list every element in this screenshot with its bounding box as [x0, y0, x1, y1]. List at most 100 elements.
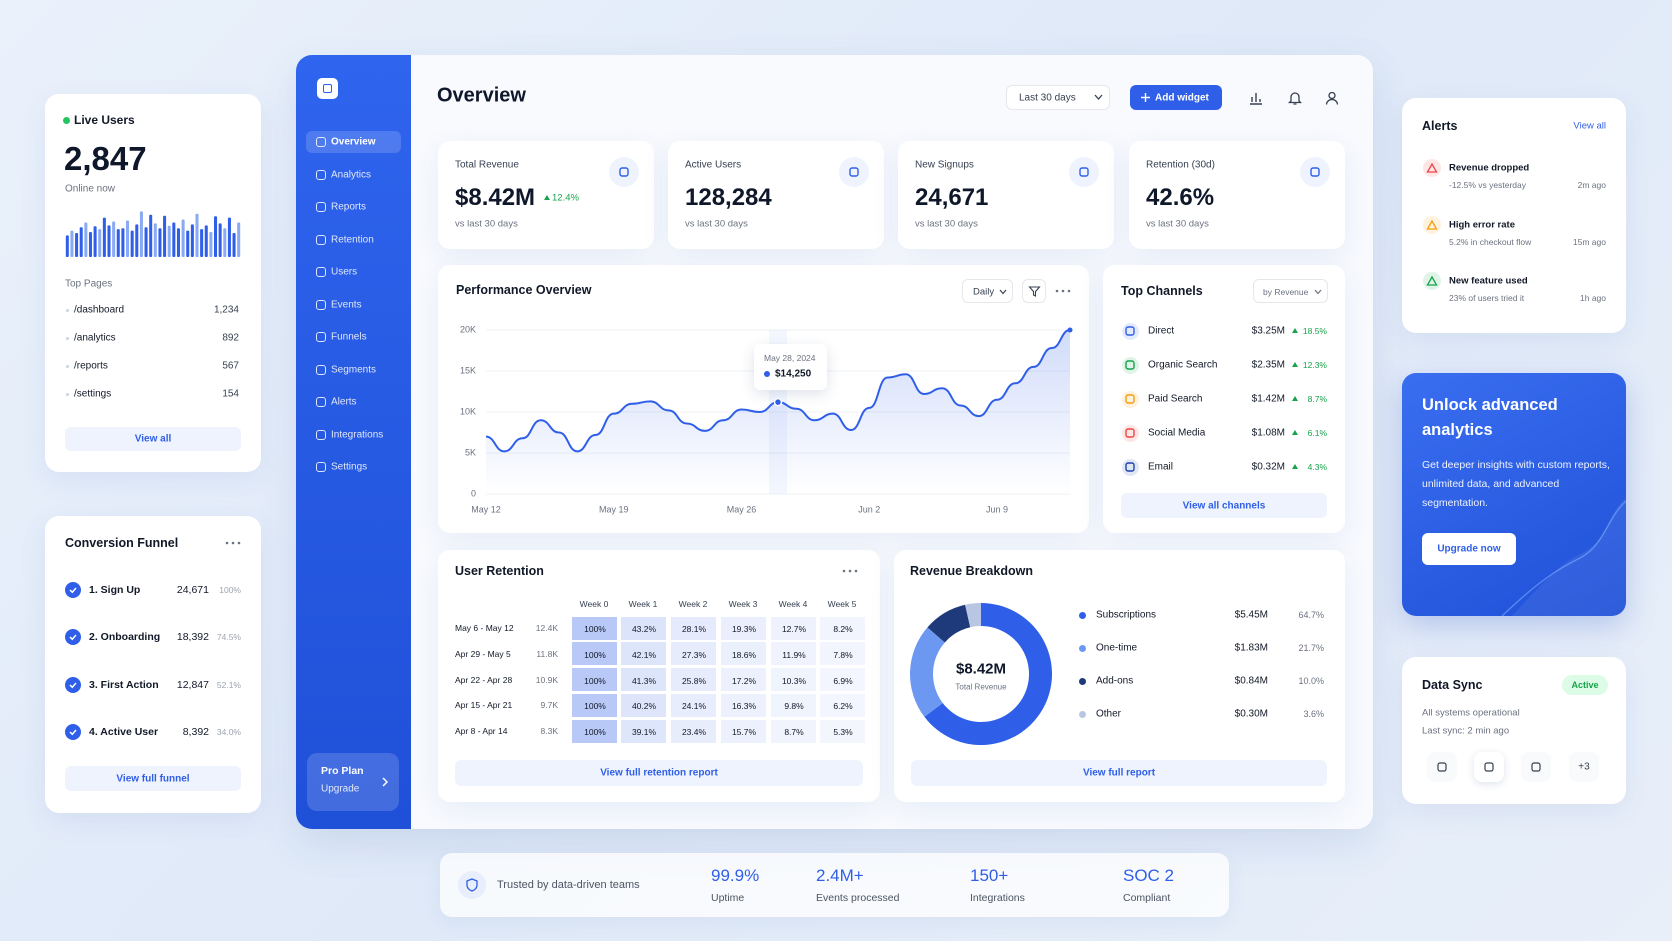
step-count: 24,671: [176, 584, 209, 596]
nav-item[interactable]: Retention: [306, 229, 401, 251]
integration-button[interactable]: [1474, 752, 1504, 782]
nav-item[interactable]: Integrations: [306, 424, 401, 446]
step-icon: [65, 676, 81, 693]
sort-text[interactable]: by Revenue: [1263, 287, 1309, 297]
bar: [181, 219, 185, 257]
card-title: Live Users: [74, 113, 135, 127]
retention-cell: 100%: [570, 718, 618, 744]
integration-button[interactable]: [1427, 752, 1457, 782]
period-text[interactable]: Daily: [973, 286, 995, 298]
step-pct: 34.0%: [216, 726, 241, 737]
more-count[interactable]: +3: [1578, 761, 1590, 773]
more-button[interactable]: [1055, 288, 1071, 294]
kpi-value: 128,284: [685, 184, 772, 211]
nav-icon: [316, 299, 326, 310]
nav-item[interactable]: Reports: [306, 196, 401, 218]
retention-cell: 11.9%: [769, 641, 817, 667]
chart-button[interactable]: [1249, 91, 1263, 105]
link-text[interactable]: View full retention report: [600, 767, 718, 779]
step-pct: 74.5%: [216, 632, 241, 643]
cell-value: 28.1%: [681, 624, 707, 634]
bar: [232, 233, 236, 257]
icon: [1121, 424, 1139, 442]
alert-detail: 23% of users tried it: [1449, 293, 1525, 303]
nav-label[interactable]: Retention: [331, 234, 374, 245]
nav-label[interactable]: Reports: [331, 201, 367, 213]
integration-icon: [1484, 762, 1494, 772]
logo[interactable]: [317, 78, 338, 99]
up-arrow: [1292, 464, 1298, 469]
add-widget-text[interactable]: Add widget: [1155, 92, 1209, 103]
stat-value: 150+: [970, 866, 1009, 885]
period-select[interactable]: Daily: [962, 279, 1013, 303]
nav-label[interactable]: Overview: [331, 136, 376, 148]
more-button[interactable]: [842, 568, 858, 574]
nav-item[interactable]: Segments: [306, 359, 401, 381]
nav-label[interactable]: Settings: [331, 461, 368, 473]
more-button[interactable]: [225, 540, 241, 546]
add-widget-button[interactable]: Add widget: [1130, 85, 1222, 110]
nav-item[interactable]: Overview: [306, 131, 401, 153]
sort-select[interactable]: by Revenue: [1253, 279, 1328, 303]
donut-label: Total Revenue: [955, 682, 1007, 692]
glyph: [1028, 286, 1041, 297]
notifications-button[interactable]: [1287, 91, 1303, 105]
link-text[interactable]: View full report: [1082, 767, 1156, 779]
filter-icon: [1028, 286, 1041, 297]
bar: [130, 230, 134, 257]
profile-button[interactable]: [1325, 91, 1339, 105]
circle: [65, 723, 81, 740]
nav-item[interactable]: Users: [306, 261, 401, 283]
nav-item[interactable]: Analytics: [306, 164, 401, 186]
link-button[interactable]: View full report: [911, 760, 1327, 786]
line-chart: 0 5K 10K 15K 20K May 12 May 19 May 26 Jun 2 Jun 9: [460, 324, 1073, 514]
stat-label: Uptime: [711, 892, 745, 904]
link-button[interactable]: View all: [65, 427, 241, 451]
dot: [1055, 289, 1059, 293]
nav-label[interactable]: Events: [331, 299, 362, 310]
nav-label[interactable]: Funnels: [331, 331, 367, 343]
icon: [1069, 157, 1099, 187]
view-all-link[interactable]: View all: [1573, 120, 1606, 132]
nav-item[interactable]: Funnels: [306, 326, 401, 348]
nav-item[interactable]: Alerts: [306, 391, 401, 413]
link-text[interactable]: View full funnel: [116, 773, 190, 784]
arrow: [1292, 396, 1298, 401]
upgrade-text[interactable]: Upgrade now: [1437, 543, 1501, 555]
glyph: [1437, 762, 1447, 772]
range-text[interactable]: Last 30 days: [1019, 92, 1076, 104]
nav-label[interactable]: Users: [331, 266, 358, 278]
kpi-note: vs last 30 days: [1146, 218, 1209, 230]
retention-cell: 28.1%: [669, 615, 717, 641]
plan-upgrade: Upgrade: [321, 783, 360, 795]
nav-label[interactable]: Integrations: [331, 429, 384, 440]
nav-label[interactable]: Segments: [331, 364, 377, 375]
status-badge: Active: [1562, 675, 1608, 695]
filter-button[interactable]: [1022, 279, 1046, 303]
page-views: 1,234: [213, 304, 239, 316]
upgrade-button[interactable]: Upgrade now: [1422, 533, 1516, 565]
glyph: [1310, 167, 1320, 177]
plan-box[interactable]: Pro Plan Upgrade: [307, 753, 399, 811]
nav-label[interactable]: Alerts: [331, 396, 357, 408]
link-button[interactable]: View full retention report: [455, 760, 863, 786]
range-select[interactable]: Last 30 days: [1006, 85, 1110, 110]
link-button[interactable]: View all channels: [1121, 493, 1327, 518]
nav-label[interactable]: Analytics: [331, 169, 372, 180]
arrow: [544, 195, 550, 200]
nav-item[interactable]: Settings: [306, 456, 401, 478]
channel-name: Direct: [1148, 325, 1175, 337]
dot: [1079, 677, 1086, 685]
link-text[interactable]: View all channels: [1182, 500, 1266, 511]
y-tick-label: 10K: [460, 406, 476, 416]
integration-button[interactable]: +3: [1569, 752, 1599, 782]
kpi-label: Active Users: [685, 159, 742, 171]
kpi-change: 12.4%: [552, 192, 579, 204]
nav-item[interactable]: Events: [306, 294, 401, 316]
live-count: 2,847: [64, 140, 147, 177]
kpi-card: Total Revenue $8.42M 12.4% vs last 30 days: [438, 141, 654, 249]
alert-icon: [1423, 215, 1441, 234]
link-button[interactable]: View full funnel: [65, 766, 241, 791]
link-text[interactable]: View all: [134, 433, 172, 445]
integration-button[interactable]: [1521, 752, 1551, 782]
